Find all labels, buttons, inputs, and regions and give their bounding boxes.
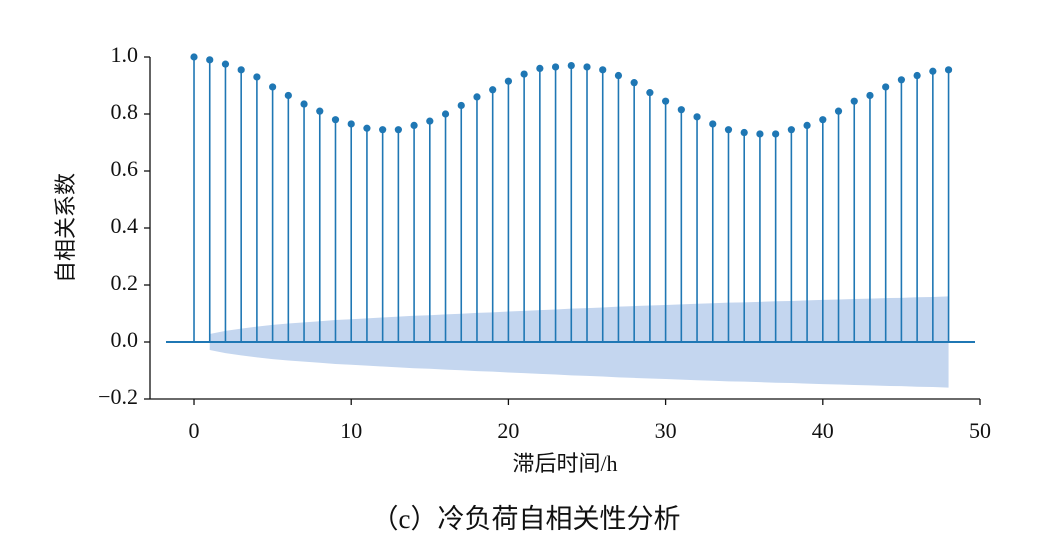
stem-marker [630, 79, 638, 87]
stem-marker [803, 121, 811, 129]
stem-marker [944, 66, 953, 74]
stem-marker [929, 67, 937, 75]
x-tick-label: 30 [655, 418, 677, 443]
x-tick-label: 0 [189, 418, 200, 443]
stem-marker [772, 130, 780, 138]
stem-marker [819, 116, 827, 124]
stem-marker [677, 106, 685, 114]
x-tick-label: 40 [812, 418, 834, 443]
stem-marker [551, 63, 560, 71]
stem-marker [284, 91, 292, 100]
stem-marker [787, 126, 795, 134]
stem-marker [473, 93, 481, 101]
y-tick-label: −0.2 [98, 384, 138, 409]
stem-marker [457, 101, 465, 110]
y-tick-label: 1.0 [111, 42, 139, 67]
stem-marker [489, 86, 497, 94]
stem-marker [583, 63, 591, 71]
x-axis-label: 滞后时间/h [512, 451, 617, 476]
stem-marker [363, 124, 371, 132]
stem-marker [300, 100, 308, 108]
stem-marker [221, 60, 230, 68]
stem-marker [567, 61, 575, 70]
stem-marker [441, 110, 450, 118]
stem-marker [693, 113, 701, 121]
stem-marker [897, 76, 906, 84]
stem-marker [316, 107, 324, 115]
x-tick-label: 20 [497, 418, 519, 443]
y-tick-label: 0.0 [111, 327, 139, 352]
stem-marker [410, 121, 418, 129]
stem-marker [269, 83, 277, 91]
stem-marker [662, 97, 670, 105]
stem-marker [426, 117, 434, 125]
stem-marker [190, 53, 198, 61]
stem-marker [253, 73, 261, 81]
y-tick-label: 0.6 [111, 156, 139, 181]
stem-marker [850, 97, 858, 105]
stem-marker [913, 71, 921, 80]
y-axis-label: 自相关系数 [53, 173, 78, 283]
x-tick-label: 10 [340, 418, 362, 443]
x-tick-label: 50 [969, 418, 991, 443]
y-tick-label: 0.4 [111, 213, 139, 238]
stem-marker [520, 70, 528, 78]
stem-marker [599, 66, 607, 74]
stem-marker [724, 126, 733, 134]
stem-marker [882, 83, 890, 91]
stem-marker [394, 126, 402, 134]
y-tick-label: 0.8 [111, 99, 139, 124]
stem-marker [504, 77, 513, 85]
y-tick-label: 0.2 [111, 270, 139, 295]
stem-marker [866, 91, 874, 100]
stem-marker [347, 120, 355, 128]
stem-marker [206, 56, 214, 64]
stem-marker [536, 64, 544, 72]
stem-marker [709, 120, 717, 128]
stem-marker [646, 89, 654, 97]
stem-marker [379, 126, 387, 134]
stem-marker [756, 130, 764, 138]
stem-marker [331, 116, 340, 124]
stem-marker [740, 128, 748, 137]
stem-marker [614, 71, 623, 80]
stem-marker [237, 66, 245, 74]
caption: （c）冷负荷自相关性分析 [372, 504, 681, 534]
stem-marker [834, 107, 843, 115]
